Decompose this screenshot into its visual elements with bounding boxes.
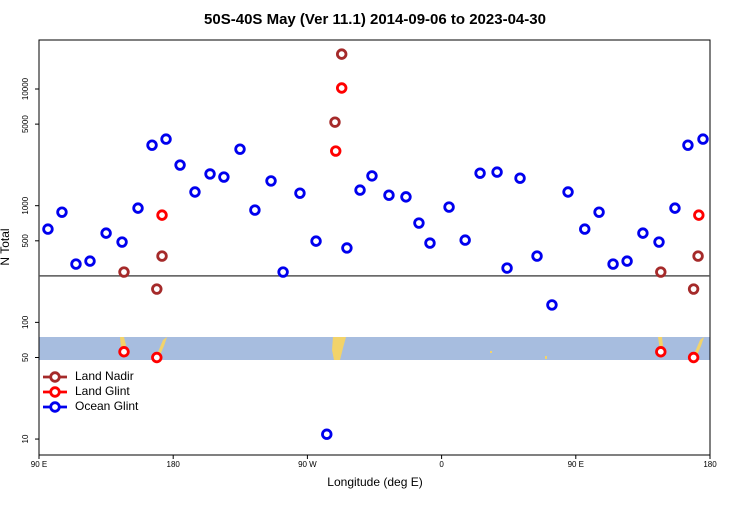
point	[156, 209, 168, 221]
legend-label: Land Nadir	[75, 369, 134, 383]
point	[443, 201, 455, 213]
point	[697, 133, 709, 145]
point	[218, 171, 230, 183]
point	[692, 250, 704, 262]
point	[330, 145, 342, 157]
point	[383, 189, 395, 201]
point	[146, 139, 158, 151]
point	[341, 242, 353, 254]
point	[354, 184, 366, 196]
plot-frame	[38, 39, 711, 456]
chart-title: 50S-40S May (Ver 11.1) 2014-09-06 to 202…	[204, 11, 546, 28]
x-tick-label: 180	[703, 460, 717, 469]
point	[294, 187, 306, 199]
point	[579, 223, 591, 235]
ocean-band	[39, 337, 710, 360]
point	[514, 172, 526, 184]
y-tick-label: 10	[21, 434, 30, 443]
legend-label: Land Glint	[75, 384, 130, 398]
point	[366, 170, 378, 182]
legend-label: Ocean Glint	[75, 399, 139, 413]
x-tick-label: 90 E	[568, 460, 584, 469]
y-tick-label: 1000	[21, 196, 30, 214]
point	[277, 266, 289, 278]
point	[687, 351, 700, 364]
point	[424, 237, 436, 249]
point	[118, 346, 130, 358]
point	[116, 236, 128, 248]
point	[491, 166, 503, 178]
point	[329, 116, 341, 128]
point	[189, 186, 201, 198]
point	[607, 258, 619, 270]
point	[687, 283, 700, 295]
point	[621, 255, 633, 267]
y-tick-label: 10000	[21, 77, 30, 100]
point	[151, 351, 163, 364]
point	[459, 234, 471, 246]
point	[84, 255, 96, 267]
y-tick-label: 100	[21, 315, 30, 329]
point	[249, 204, 261, 216]
point	[593, 206, 605, 218]
point	[562, 186, 574, 198]
point	[310, 235, 322, 247]
map-strip	[39, 337, 710, 360]
point	[42, 223, 54, 235]
point	[321, 428, 333, 440]
x-tick-label: 90 W	[298, 460, 317, 469]
point	[132, 202, 144, 214]
point	[474, 167, 486, 179]
point	[234, 143, 246, 155]
point	[400, 191, 412, 203]
point	[669, 202, 681, 214]
x-axis-label: Longitude (deg E)	[327, 475, 422, 489]
point	[653, 236, 665, 248]
x-tick-label: 90 E	[31, 460, 47, 469]
y-tick-label: 500	[21, 234, 30, 248]
point	[655, 346, 667, 358]
point	[335, 48, 348, 60]
point	[160, 133, 172, 145]
legend-marker	[49, 386, 61, 398]
point	[156, 250, 168, 262]
x-tick-label: 0	[439, 460, 444, 469]
y-tick-label: 5000	[21, 115, 30, 133]
x-tick-label: 180	[167, 460, 181, 469]
y-tick-label: 50	[21, 352, 30, 361]
point	[637, 227, 649, 239]
point	[100, 227, 112, 239]
point	[56, 206, 68, 218]
y-axis-label: N Total	[0, 228, 12, 265]
point	[151, 283, 163, 295]
point	[531, 250, 543, 262]
point	[70, 258, 82, 270]
legend-marker	[49, 401, 61, 413]
point	[118, 266, 130, 278]
point	[335, 82, 348, 94]
point	[413, 217, 425, 229]
point	[682, 139, 694, 151]
point	[265, 175, 277, 187]
point	[204, 168, 216, 180]
point	[693, 209, 705, 221]
legend-marker	[49, 371, 61, 383]
point	[174, 159, 186, 171]
point	[655, 266, 667, 278]
point	[501, 262, 513, 274]
point	[546, 299, 558, 311]
